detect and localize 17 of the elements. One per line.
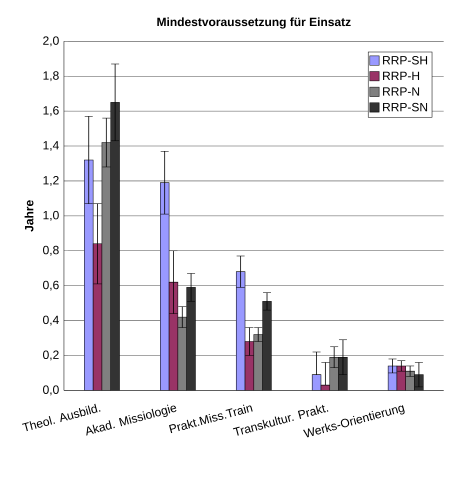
y-tick-label: 1,6 (43, 106, 59, 116)
legend-label: RRP-SN (383, 102, 428, 112)
y-tick-label: 0,4 (43, 316, 59, 326)
legend-label: RRP-H (383, 72, 420, 80)
y-tick-label: 1,2 (43, 176, 59, 186)
chart-title: Mindestvoraussetzung für Einsatz (157, 17, 351, 29)
y-axis-title: Jahre (24, 200, 34, 232)
legend-label: RRP-SH (383, 56, 428, 65)
legend-label: RRP-N (383, 87, 420, 96)
y-tick-label: 0,2 (43, 350, 59, 360)
y-tick-label: 1,4 (43, 141, 59, 151)
y-tick-label: 2,0 (43, 36, 59, 46)
y-tick-label: 0,0 (43, 385, 59, 396)
y-tick-label: 0,6 (43, 280, 59, 291)
y-tick-label: 0,8 (43, 246, 59, 256)
y-tick-label: 1,8 (43, 71, 59, 82)
y-tick-label: 1,0 (43, 210, 59, 221)
